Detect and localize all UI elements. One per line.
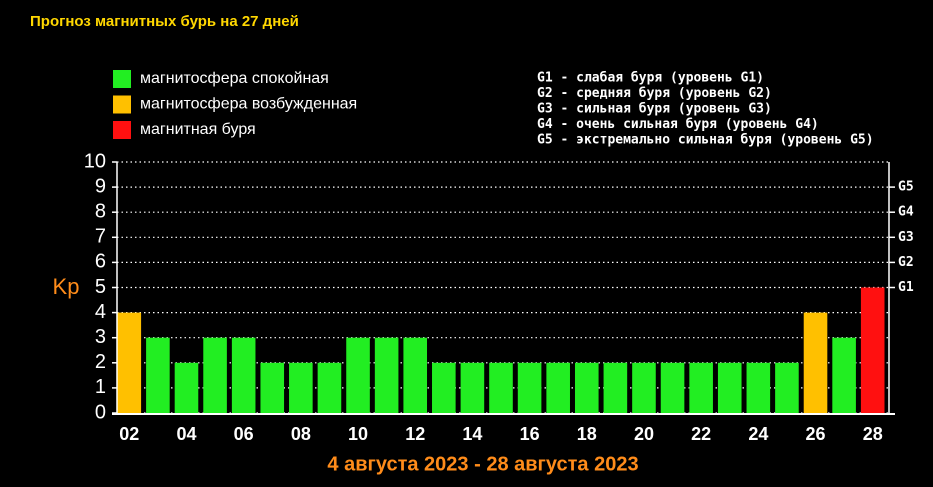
chart-title: Прогноз магнитных бурь на 27 дней — [30, 13, 299, 30]
bar — [717, 362, 742, 413]
legend-label: магнитосфера возбужденная — [140, 96, 357, 113]
y2-tick-label: G1 — [898, 280, 914, 295]
bar — [632, 362, 656, 413]
note: G5 - экстремально сильная буря (уровень … — [537, 133, 874, 148]
bar — [260, 362, 285, 413]
bar — [775, 362, 799, 413]
y-tick-label: 2 — [95, 351, 106, 373]
x-tick-label: 18 — [577, 424, 597, 444]
bar — [403, 337, 428, 413]
x-tick-label: 20 — [634, 424, 654, 444]
bar — [203, 337, 227, 413]
bar — [746, 362, 771, 413]
x-tick-label: 24 — [748, 424, 768, 444]
x-tick-label: 28 — [863, 424, 883, 444]
note: G4 - очень сильная буря (уровень G4) — [537, 117, 819, 132]
y2-tick-label: G5 — [898, 180, 914, 195]
x-tick-label: 22 — [691, 424, 711, 444]
legend-swatch — [113, 70, 131, 88]
bar — [374, 337, 399, 413]
bar — [317, 362, 342, 413]
bar — [231, 337, 256, 413]
y-tick-label: 10 — [84, 150, 106, 172]
y-tick-label: 0 — [95, 401, 106, 423]
x-tick-label: 08 — [291, 424, 311, 444]
note: G1 - слабая буря (уровень G1) — [537, 71, 764, 86]
y2-tick-label: G2 — [898, 255, 914, 270]
y-tick-label: 8 — [95, 200, 106, 222]
legend-label: магнитная буря — [140, 121, 256, 138]
y2-tick-label: G3 — [898, 230, 914, 245]
bar — [289, 362, 313, 413]
x-tick-label: 16 — [520, 424, 540, 444]
bar — [689, 362, 713, 413]
y-tick-label: 4 — [95, 301, 106, 323]
legend-swatch — [113, 121, 131, 139]
legend-label: магнитосфера спокойная — [140, 70, 329, 87]
legend-swatch — [113, 95, 131, 114]
y-tick-label: 9 — [95, 175, 106, 197]
bar — [489, 362, 513, 413]
bar — [803, 312, 828, 413]
x-tick-label: 26 — [806, 424, 826, 444]
x-tick-label: 04 — [176, 424, 196, 444]
x-tick-label: 02 — [119, 424, 139, 444]
y-axis-label: Kp — [53, 274, 80, 299]
bar — [832, 337, 856, 413]
y-tick-label: 7 — [95, 226, 106, 248]
bar — [117, 312, 142, 413]
bar — [346, 337, 370, 413]
y-tick-label: 1 — [95, 376, 106, 398]
y-tick-label: 5 — [95, 276, 106, 298]
bar — [546, 362, 570, 413]
note: G2 - средняя буря (уровень G2) — [537, 86, 772, 101]
note: G3 - сильная буря (уровень G3) — [537, 102, 772, 117]
subtitle: 4 августа 2023 - 28 августа 2023 — [327, 453, 638, 475]
bar — [460, 362, 485, 413]
bar — [860, 287, 885, 413]
bar — [517, 362, 542, 413]
x-tick-label: 10 — [348, 424, 368, 444]
x-tick-label: 14 — [462, 424, 482, 444]
bar — [432, 362, 456, 413]
y-tick-label: 6 — [95, 251, 106, 273]
bar — [174, 362, 199, 413]
bar — [660, 362, 685, 413]
y2-tick-label: G4 — [898, 205, 914, 220]
bar — [603, 362, 628, 413]
x-tick-label: 12 — [405, 424, 425, 444]
bar — [574, 362, 599, 413]
bar — [146, 337, 170, 413]
x-tick-label: 06 — [234, 424, 254, 444]
y-tick-label: 3 — [95, 326, 106, 348]
